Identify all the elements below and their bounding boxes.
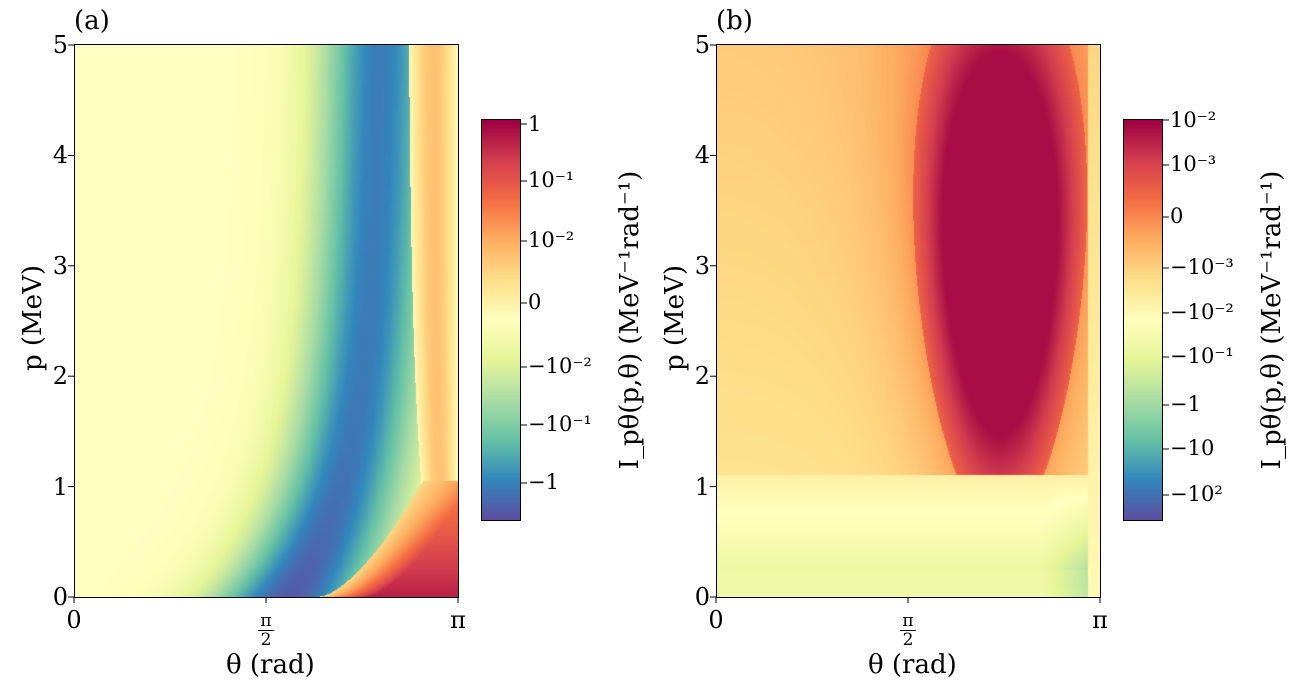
x-axis-label-b: θ (rad)	[868, 650, 957, 680]
cbtick-b-7: −10	[1170, 436, 1215, 460]
ytick-a-2: 2	[52, 362, 68, 390]
xtick-b-pi-half-den: 2	[902, 630, 914, 650]
ytick-a-3: 3	[52, 252, 68, 280]
cbtick-a-4: −10⁻²	[528, 354, 592, 378]
xtick-a-pi: π	[450, 606, 466, 634]
xtick-a-0: 0	[66, 606, 82, 634]
panel-b-label: (b)	[716, 6, 753, 36]
colorbar-a	[482, 120, 520, 520]
colorbar-b	[1124, 120, 1162, 520]
ytick-b-4: 4	[694, 141, 710, 169]
heatmap-b	[717, 45, 1100, 597]
xtick-b-0: 0	[708, 606, 724, 634]
cbtick-a-3: 0	[528, 290, 542, 314]
cbtick-a-0: 1	[528, 112, 542, 136]
cbtick-a-2: 10⁻²	[528, 228, 575, 252]
ytick-b-0: 0	[694, 583, 710, 611]
cbtick-a-5: −10⁻¹	[528, 412, 592, 436]
ytick-b-5: 5	[694, 31, 710, 59]
ytick-b-2: 2	[694, 362, 710, 390]
x-axis-label-a: θ (rad)	[226, 650, 315, 680]
cbtick-b-5: −10⁻¹	[1170, 344, 1234, 368]
cbtick-b-2: 0	[1170, 204, 1184, 228]
xtick-b-pi: π	[1092, 606, 1108, 634]
cbtick-b-4: −10⁻²	[1170, 300, 1234, 324]
xtick-b-pi-half-num: π	[900, 611, 916, 631]
cbtick-b-8: −10²	[1170, 482, 1223, 506]
cbtick-a-1: 10⁻¹	[528, 168, 575, 192]
cbtick-a-6: −1	[528, 470, 559, 494]
ytick-a-4: 4	[52, 141, 68, 169]
ytick-b-3: 3	[694, 252, 710, 280]
cbtick-b-6: −1	[1170, 392, 1201, 416]
xtick-a-pi-half-num: π	[258, 611, 274, 631]
ytick-b-1: 1	[694, 473, 710, 501]
ytick-a-1: 1	[52, 473, 68, 501]
panel-a-label: (a)	[74, 6, 110, 36]
cbtick-b-0: 10⁻²	[1170, 108, 1217, 132]
xtick-a-pi-half-den: 2	[260, 630, 272, 650]
ytick-a-0: 0	[52, 583, 68, 611]
heatmap-a	[75, 45, 458, 597]
cbtick-b-3: −10⁻³	[1170, 255, 1234, 279]
ytick-a-5: 5	[52, 31, 68, 59]
cbtick-b-1: 10⁻³	[1170, 152, 1217, 176]
